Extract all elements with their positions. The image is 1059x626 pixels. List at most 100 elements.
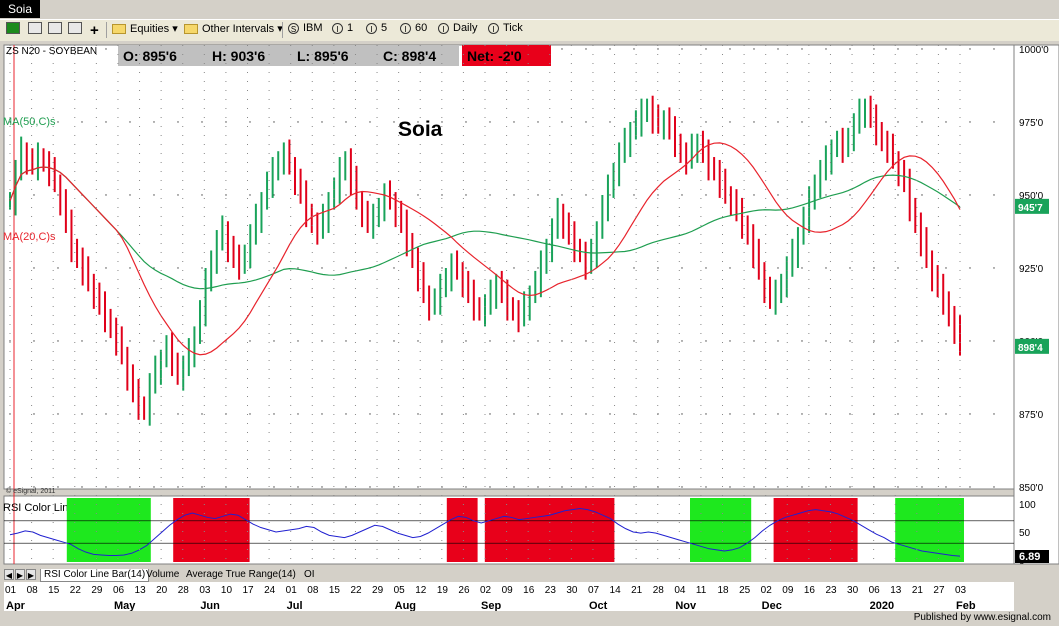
copy-icon[interactable]: [48, 22, 62, 38]
next-tab-icon[interactable]: ▶: [26, 569, 36, 580]
y-tick-label: 975'0: [1019, 118, 1044, 129]
x-tick-label: 26: [458, 585, 470, 596]
rsi-color-bar: [97, 498, 106, 562]
edit-icon[interactable]: [68, 22, 82, 38]
grid-dot: [9, 340, 11, 342]
ma50-price-label: 945'7: [1018, 203, 1043, 214]
new-chart-icon[interactable]: [28, 22, 42, 38]
grid-dot: [729, 413, 731, 415]
grid-dot: [105, 413, 107, 415]
x-tick-label: 30: [566, 585, 578, 596]
rsi-color-bar: [773, 498, 782, 562]
ma50-label: MA(50,C)s: [3, 116, 56, 128]
grid-dot: [129, 413, 131, 415]
status-text: Published by www.esignal.com: [913, 612, 1051, 623]
grid-dot: [105, 267, 107, 269]
tab-rsi[interactable]: RSI Color Line Bar(14): [40, 569, 150, 582]
rsi-color-bar: [804, 498, 812, 562]
rsi-color-bar: [469, 498, 478, 562]
tab-atr[interactable]: Average True Range(14): [186, 569, 296, 580]
watermark: © eSignal, 2011: [6, 487, 56, 495]
grid-dot: [609, 194, 611, 196]
interval-button-tick[interactable]: I Tick: [488, 22, 523, 38]
tab-volume[interactable]: Volume: [146, 569, 180, 580]
grid-dot: [921, 340, 923, 342]
grid-dot: [201, 340, 203, 342]
quote-net: Net: -2'0: [467, 48, 522, 64]
quote-high: H: 903'6: [212, 48, 265, 64]
grid-dot: [201, 267, 203, 269]
rsi-color-bar: [203, 498, 212, 562]
grid-dot: [561, 48, 563, 50]
grid-dot: [609, 340, 611, 342]
grid-dot: [705, 121, 707, 123]
x-tick-label: 07: [588, 585, 600, 596]
equities-dropdown[interactable]: Equities ▾: [112, 22, 178, 38]
other-intervals-label: Other Intervals: [202, 23, 275, 35]
rsi-color-bar: [188, 498, 197, 562]
layout-icon[interactable]: [6, 22, 20, 38]
grid-dot: [993, 267, 995, 269]
interval-button-60[interactable]: I 60: [400, 22, 427, 38]
grid-dot: [945, 267, 947, 269]
grid-dot: [561, 486, 563, 488]
x-tick-label: 17: [243, 585, 255, 596]
grid-dot: [513, 267, 515, 269]
grid-dot: [393, 340, 395, 342]
grid-dot: [273, 121, 275, 123]
rsi-color-bar: [180, 498, 189, 562]
grid-dot: [417, 340, 419, 342]
grid-dot: [777, 486, 779, 488]
grid-dot: [585, 48, 587, 50]
rsi-color-bar: [173, 498, 182, 562]
window-title: Soia: [0, 0, 41, 18]
grid-dot: [585, 121, 587, 123]
grid-dot: [849, 340, 851, 342]
grid-dot: [81, 340, 83, 342]
x-tick-label: 01: [5, 585, 17, 596]
interval-button-daily[interactable]: I Daily: [438, 22, 477, 38]
grid-dot: [801, 486, 803, 488]
tab-oi[interactable]: OI: [304, 569, 315, 580]
x-tick-label: 02: [480, 585, 492, 596]
indicator-tabs: ◀ ▶ ▶ RSI Color Line Bar(14) Volume Aver…: [0, 568, 1014, 582]
grid-dot: [441, 340, 443, 342]
status-bar: Published by www.esignal.com: [0, 611, 1059, 626]
rsi-color-bar: [462, 498, 470, 562]
grid-dot: [945, 486, 947, 488]
month-label: Nov: [675, 600, 697, 611]
grid-dot: [849, 194, 851, 196]
x-tick-label: 23: [825, 585, 837, 596]
x-tick-label: 06: [113, 585, 125, 596]
interval-button-ibm[interactable]: S IBM: [288, 22, 323, 38]
grid-dot: [969, 413, 971, 415]
y-tick-label: 950'0: [1019, 191, 1044, 202]
grid-dot: [249, 413, 251, 415]
grid-dot: [33, 194, 35, 196]
rsi-color-bar: [234, 498, 242, 562]
grid-dot: [921, 121, 923, 123]
grid-dot: [897, 121, 899, 123]
grid-dot: [585, 413, 587, 415]
grid-dot: [969, 194, 971, 196]
other-intervals-dropdown[interactable]: Other Intervals ▾: [184, 22, 283, 38]
grid-dot: [465, 340, 467, 342]
grid-dot: [849, 486, 851, 488]
rsi-color-bar: [826, 498, 835, 562]
prev-tab-icon[interactable]: ▶: [15, 569, 25, 580]
rsi-color-bar: [902, 498, 911, 562]
first-tab-icon[interactable]: ◀: [4, 569, 14, 580]
title-bar: Soia: [0, 0, 1059, 18]
grid-dot: [489, 340, 491, 342]
grid-dot: [753, 121, 755, 123]
add-icon[interactable]: +: [90, 22, 99, 39]
grid-dot: [873, 48, 875, 50]
grid-dot: [513, 413, 515, 415]
rsi-color-bar: [196, 498, 204, 562]
grid-dot: [585, 486, 587, 488]
grid-dot: [753, 48, 755, 50]
grid-dot: [609, 267, 611, 269]
